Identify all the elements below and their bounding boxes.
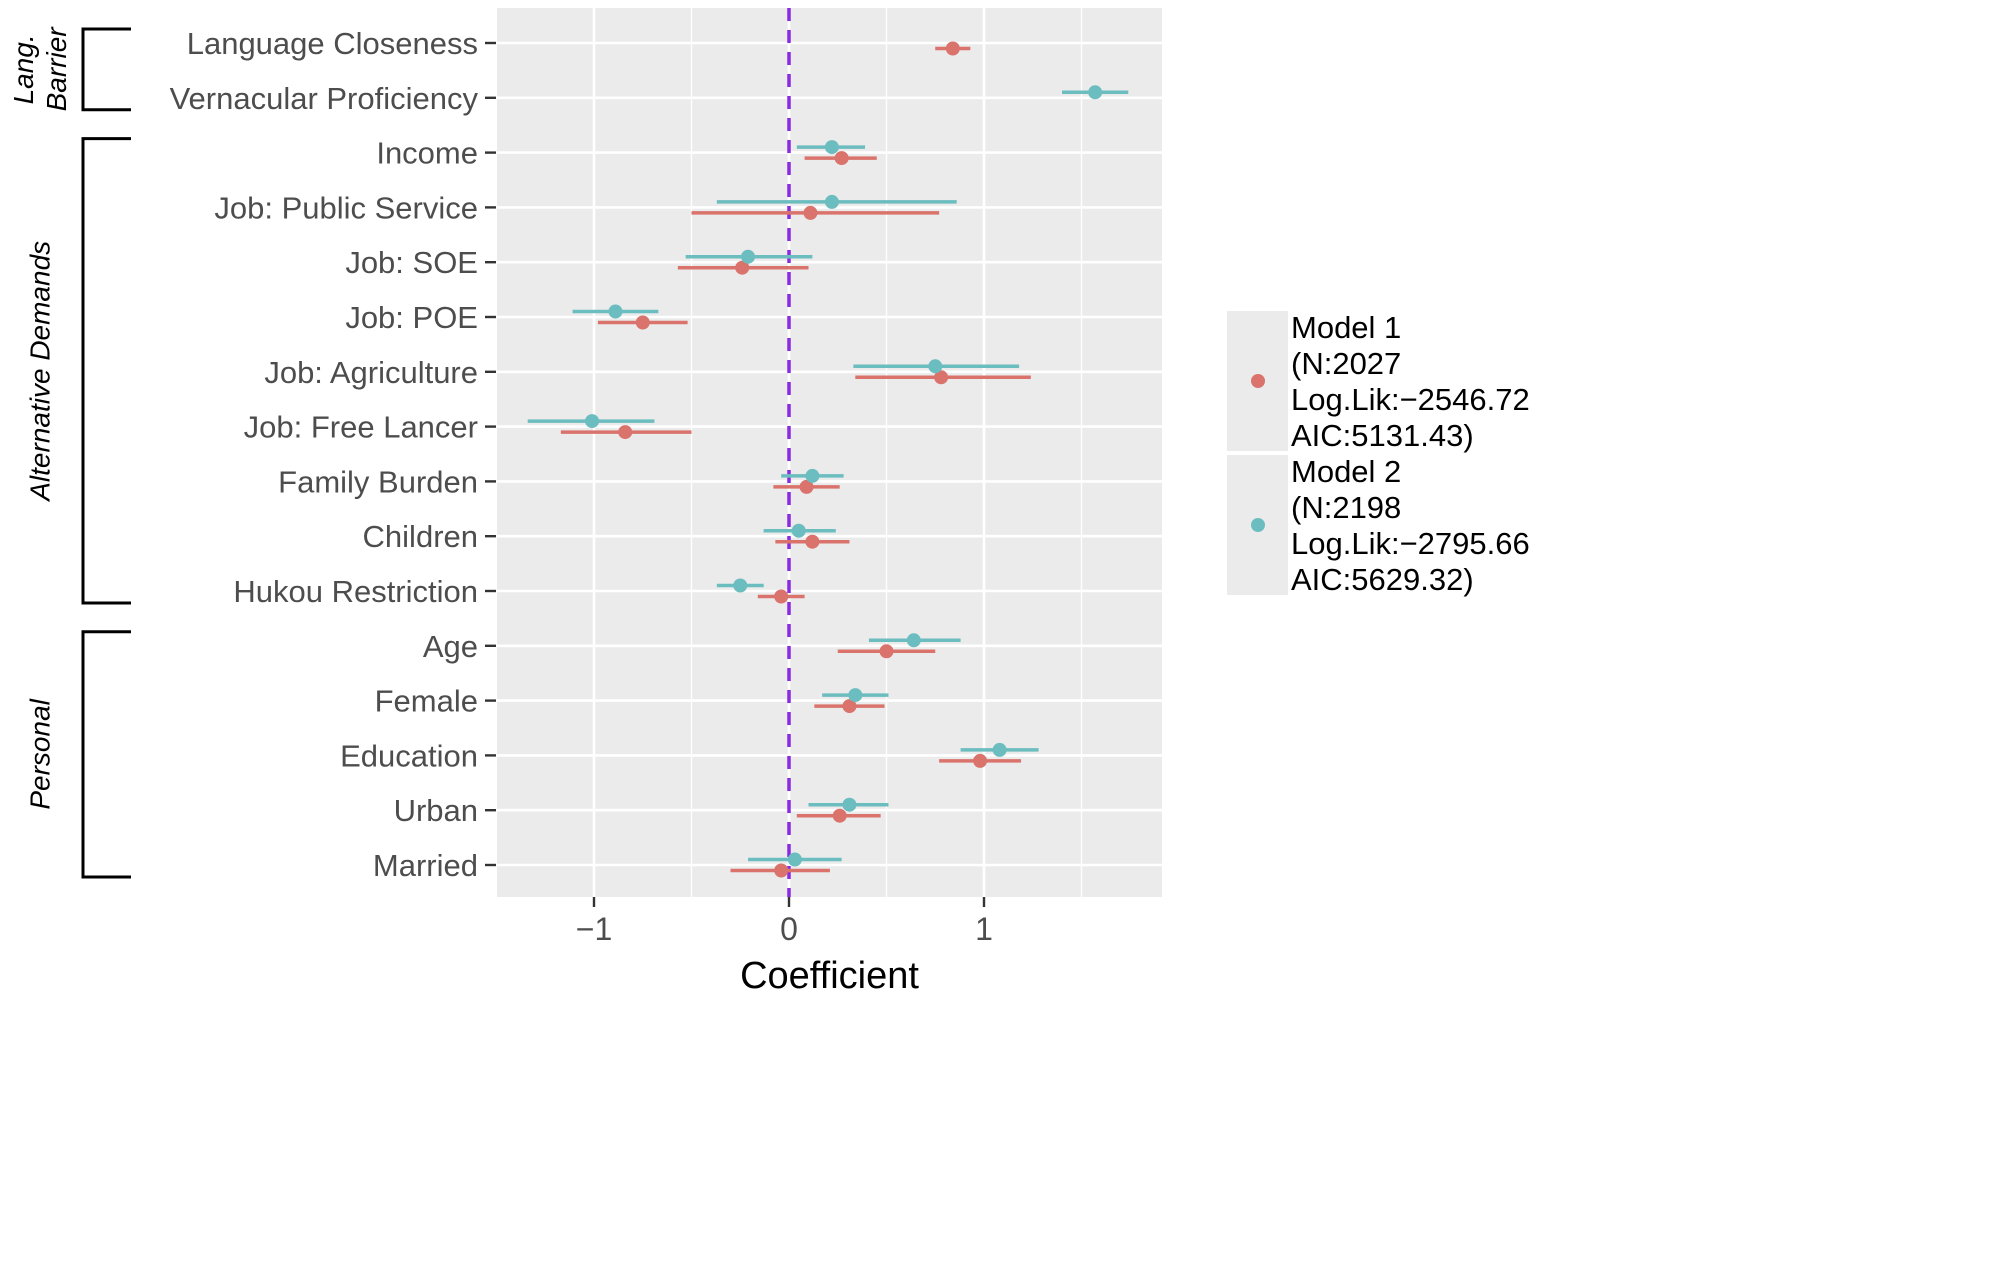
model-2-point [824, 194, 839, 209]
model-2-point [928, 359, 943, 374]
model-1-point [774, 863, 789, 878]
x-tick-label: 1 [975, 911, 993, 947]
legend-label: Log.Lik:−2795.66 [1291, 526, 1530, 561]
model-2-point [741, 249, 756, 264]
y-tick-label: Married [373, 848, 478, 883]
legend-label: Log.Lik:−2546.72 [1291, 382, 1530, 417]
model-2-point [906, 633, 921, 648]
y-tick-label: Children [363, 519, 478, 554]
y-tick-label: Education [340, 738, 478, 773]
group-label: Personal [25, 698, 56, 809]
model-1-point [805, 534, 820, 549]
legend-key-point [1251, 374, 1265, 388]
model-1-point [735, 260, 750, 275]
model-1-point [945, 41, 960, 56]
x-axis-title: Coefficient [740, 955, 919, 997]
model-2-point [992, 742, 1007, 757]
model-2-point [824, 140, 839, 155]
coefficient-plot: Language Closeness Vernacular Proficiency… [8, 8, 1530, 997]
group-bracket [81, 137, 131, 605]
y-tick-label: Urban [394, 793, 478, 828]
y-tick-label: Job: Public Service [214, 190, 478, 225]
model-2-point [848, 688, 863, 703]
model-2-point [787, 852, 802, 867]
model-1-point [973, 753, 988, 768]
legend-label: (N:2198 [1291, 490, 1401, 525]
legend-label: AIC:5131.43) [1291, 418, 1474, 453]
model-2-point [608, 304, 623, 319]
group-label: Lang. [8, 34, 39, 104]
model-2-point [791, 523, 806, 538]
model-2-point [585, 414, 600, 429]
legend-key-point [1251, 518, 1265, 532]
y-tick-label: Hukou Restriction [233, 574, 478, 609]
y-tick-label: Female [375, 684, 478, 719]
y-tick-label: Age [423, 629, 478, 664]
y-tick-label: Family Burden [278, 464, 478, 499]
group-label: Alternative Demands [25, 241, 56, 503]
model-2-point [805, 468, 820, 483]
plot-panel [497, 8, 1162, 897]
group-bracket [81, 27, 131, 112]
legend-label: (N:2027 [1291, 346, 1401, 381]
model-1-point [774, 589, 789, 604]
model-1-point [934, 370, 949, 385]
y-tick-label: Income [376, 136, 478, 171]
model-2-point [1088, 85, 1103, 100]
legend-label: Model 1 [1291, 310, 1401, 345]
chart-svg: Language Closeness Vernacular Proficiency… [8, 8, 1530, 997]
group-bracket [81, 630, 131, 879]
y-tick-label: Vernacular Proficiency [170, 81, 479, 116]
y-tick-label: Job: POE [345, 300, 478, 335]
legend-label: Model 2 [1291, 454, 1401, 489]
legend-label: AIC:5629.32) [1291, 562, 1474, 597]
model-1-point [635, 315, 650, 330]
model-1-point [799, 479, 814, 494]
x-tick-label: −1 [576, 911, 612, 947]
y-tick-label: Job: Free Lancer [244, 410, 478, 445]
y-tick-label: Job: SOE [345, 245, 478, 280]
model-1-point [834, 151, 849, 166]
y-tick-label: Language Closeness [187, 26, 478, 61]
model-1-point [842, 699, 857, 714]
model-1-point [803, 205, 818, 220]
model-1-point [618, 425, 633, 440]
model-2-point [733, 578, 748, 593]
model-1-point [879, 644, 894, 659]
model-1-point [832, 808, 847, 823]
model-2-point [842, 797, 857, 812]
x-tick-label: 0 [780, 911, 798, 947]
group-label: Barrier [41, 26, 72, 112]
y-tick-label: Job: Agriculture [264, 355, 478, 390]
